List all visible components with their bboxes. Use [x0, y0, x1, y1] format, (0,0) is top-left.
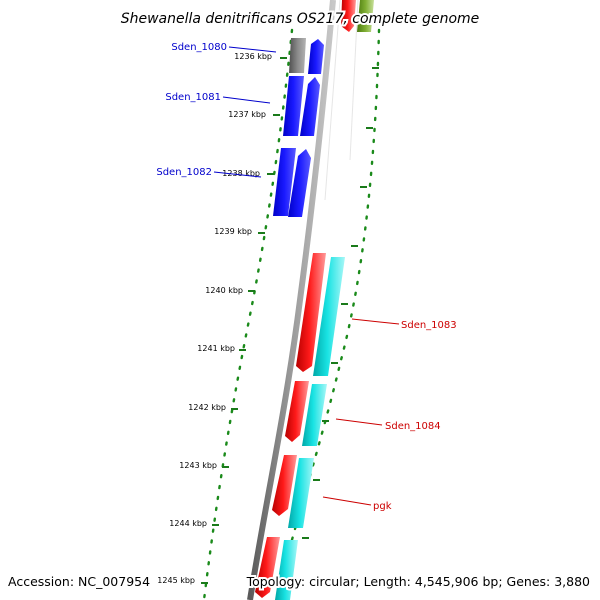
forward-strand-genes [255, 0, 374, 600]
guide-line [349, 0, 359, 161]
gene-bottom-red[interactable] [255, 537, 280, 598]
tick-label-1245: 1245 kbp [157, 576, 195, 585]
gene-label-sden-1083[interactable]: Sden_1083 [401, 320, 457, 331]
gene-sden-1083[interactable] [296, 253, 326, 372]
tick-label-1236: 1236 kbp [234, 52, 272, 61]
gene-label-sden-1082[interactable]: Sden_1082 [156, 167, 212, 178]
genome-title: Shewanella denitrificans OS217, complete… [121, 11, 480, 27]
gene-sden-1081[interactable] [283, 76, 304, 136]
genome-summary-text: Topology: circular; Length: 4,545,906 bp… [246, 574, 590, 589]
gene-sden-1084[interactable] [285, 381, 309, 442]
gene-label-sden-1084[interactable]: Sden_1084 [385, 421, 441, 432]
gene-sden-1082[interactable] [273, 148, 296, 216]
gene-label-sden-1081[interactable]: Sden_1081 [165, 92, 221, 103]
tick-label-1237: 1237 kbp [228, 110, 266, 119]
gene-label-sden-1080[interactable]: Sden_1080 [171, 42, 227, 53]
gene-bottom-cyan[interactable] [275, 540, 298, 600]
gene-sden-1080[interactable] [289, 38, 306, 73]
gene-sden-1080-partner[interactable] [308, 39, 324, 74]
leader-sden-1084 [335, 418, 383, 426]
tick-label-1239: 1239 kbp [214, 227, 252, 236]
gene-top-olive[interactable] [357, 0, 374, 32]
tick-label-1240: 1240 kbp [205, 286, 243, 295]
scale-tick-labels: 1236 kbp 1237 kbp 1238 kbp 1239 kbp 1240… [157, 52, 272, 585]
gene-labels: Sden_1080 Sden_1081 Sden_1082 Sden_1083 … [156, 42, 456, 512]
outer-ring-ticks [302, 67, 379, 539]
guide-line [324, 0, 341, 201]
tick-label-1238: 1238 kbp [222, 169, 260, 178]
inner-dotted-ring [202, 28, 294, 600]
gene-sden-1082-partner[interactable] [288, 149, 311, 217]
gene-pgk[interactable] [272, 455, 297, 516]
gene-sden-1081-partner[interactable] [300, 77, 320, 136]
gene-sden-1083-partner[interactable] [313, 257, 345, 376]
genome-backbone [247, 0, 336, 600]
leader-sden-1080 [228, 46, 277, 53]
leader-sden-1083 [351, 318, 400, 325]
leader-sden-1082 [213, 171, 262, 178]
gene-leader-lines [213, 46, 400, 506]
gene-pgk-partner[interactable] [288, 458, 314, 528]
gene-sden-1084-partner[interactable] [302, 384, 327, 446]
reverse-strand-genes [273, 38, 324, 217]
leader-pgk [322, 496, 372, 506]
tick-label-1242: 1242 kbp [188, 403, 226, 412]
tick-label-1243: 1243 kbp [179, 461, 217, 470]
scale-ticks [201, 57, 287, 584]
accession-text: Accession: NC_007954 [8, 574, 150, 589]
tick-label-1241: 1241 kbp [197, 344, 235, 353]
gene-label-pgk[interactable]: pgk [373, 501, 392, 512]
gene-top-red[interactable] [341, 0, 356, 32]
leader-sden-1081 [222, 96, 271, 104]
tick-label-1244: 1244 kbp [169, 519, 207, 528]
